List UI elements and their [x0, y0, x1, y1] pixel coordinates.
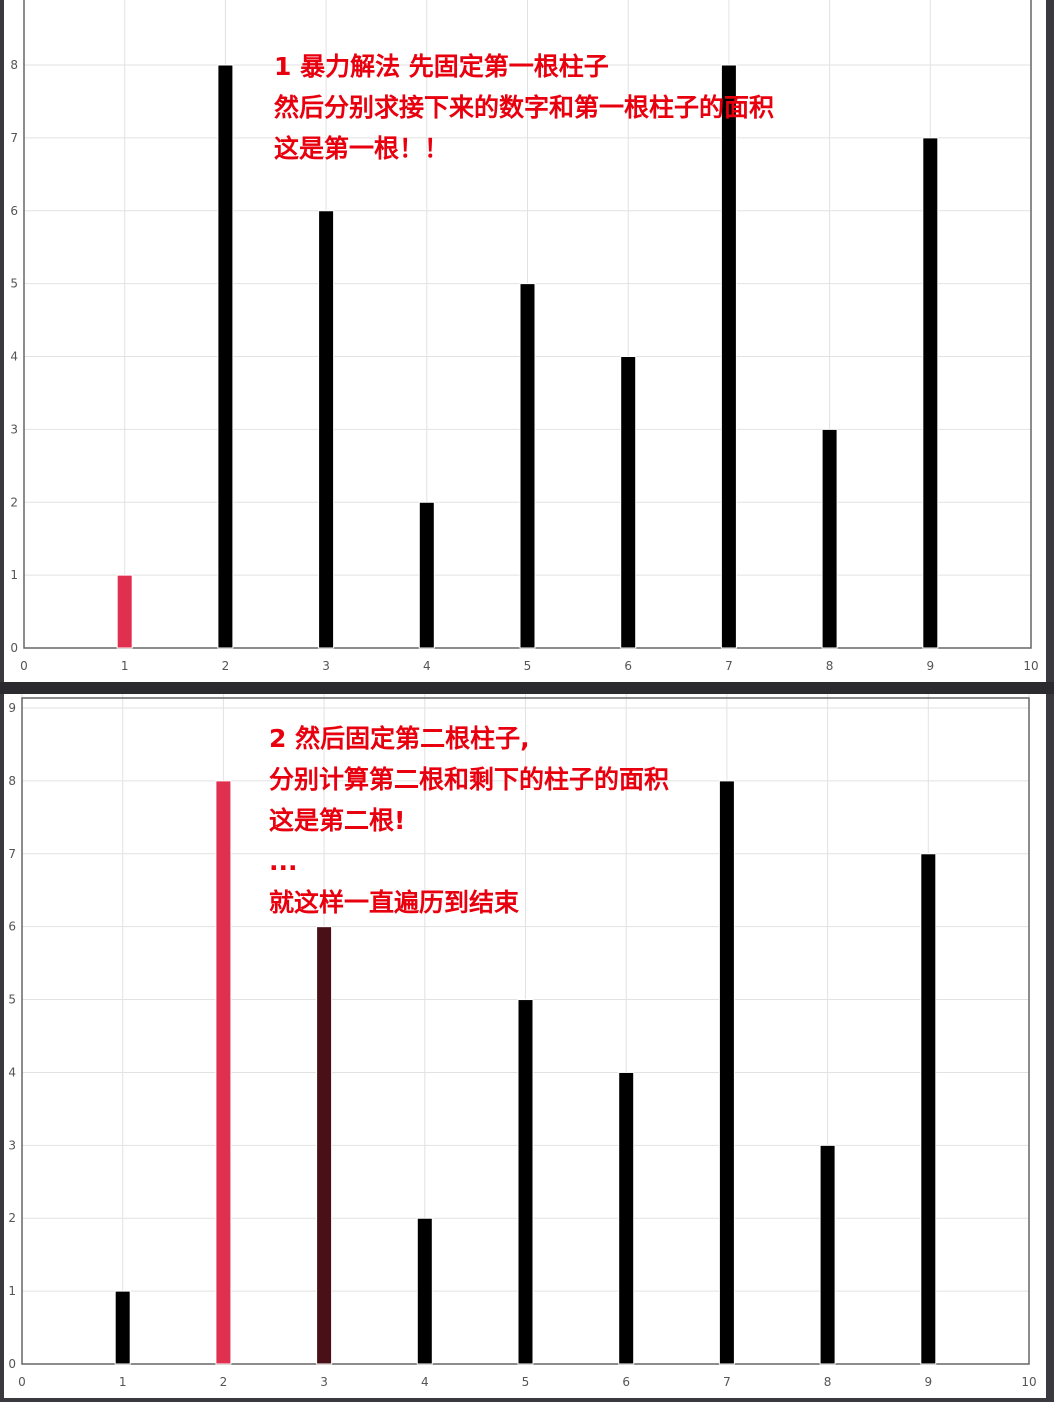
panel-divider [0, 682, 1054, 694]
bar [920, 853, 937, 1365]
x-tick-label: 9 [926, 659, 934, 673]
y-tick-label: 9 [8, 701, 16, 715]
bar [418, 501, 435, 649]
annotation-line: 分别计算第二根和剩下的柱子的面积 [269, 765, 670, 794]
bar [416, 1217, 433, 1365]
y-tick-label: 2 [10, 495, 18, 509]
x-tick-label: 0 [18, 1375, 26, 1389]
x-tick-label: 3 [320, 1375, 328, 1389]
x-tick-label: 8 [826, 659, 834, 673]
annotation-line: 然后分别求接下来的数字和第一根柱子的面积 [274, 93, 775, 122]
x-tick-label: 0 [20, 659, 28, 673]
x-tick-label: 7 [725, 659, 733, 673]
annotation-line: 1 暴力解法 先固定第一根柱子 [274, 52, 609, 81]
bar-chart-1: 0 1 2 3 4 5 6 7 8 9 10 0 1 2 3 4 5 6 7 8 [10, 0, 1039, 673]
chart-panel-2: 0 1 2 3 4 5 6 7 8 9 10 0 1 2 3 4 5 6 7 8 9 2 然后固定第二根柱子, 分别计算… [4, 694, 1046, 1398]
y-tick-label: 6 [8, 920, 16, 934]
bar [718, 780, 735, 1365]
x-tick-label: 4 [423, 659, 431, 673]
y-tick-label: 6 [10, 204, 18, 218]
bar [116, 574, 133, 649]
x-tick-label: 1 [121, 659, 129, 673]
x-tick-label: 10 [1023, 659, 1038, 673]
annotation-line: 就这样一直遍历到结束 [269, 888, 520, 917]
y-tick-label: 4 [10, 350, 18, 364]
bar [922, 137, 939, 649]
bar [821, 428, 838, 649]
x-tick-label: 10 [1021, 1375, 1036, 1389]
y-tick-label: 3 [8, 1138, 16, 1152]
x-tick-label: 2 [222, 659, 230, 673]
x-tick-label: 3 [322, 659, 330, 673]
annotation-line: 这是第二根! [269, 806, 406, 835]
x-tick-label: 1 [119, 1375, 127, 1389]
x-tick-label: 6 [624, 659, 632, 673]
bar [618, 1071, 635, 1365]
y-tick-label: 5 [10, 277, 18, 291]
y-tick-label: 0 [8, 1357, 16, 1371]
bar [318, 210, 335, 649]
y-tick-label: 4 [8, 1065, 16, 1079]
annotation-1: 1 暴力解法 先固定第一根柱子 然后分别求接下来的数字和第一根柱子的面积 这是第… [274, 46, 774, 169]
x-tick-label: 6 [622, 1375, 630, 1389]
y-tick-label: 5 [8, 993, 16, 1007]
bar [217, 64, 234, 649]
bar [819, 1144, 836, 1365]
y-tick-label: 3 [10, 422, 18, 436]
x-tick-label: 5 [522, 1375, 530, 1389]
bar [620, 356, 637, 649]
y-tick-label: 1 [8, 1284, 16, 1298]
y-tick-label: 7 [10, 131, 18, 145]
y-tick-label: 2 [8, 1211, 16, 1225]
chart-panel-1: 0 1 2 3 4 5 6 7 8 9 10 0 1 2 3 4 5 6 7 8 1 暴力解法 先固定第一根柱子 然后… [4, 0, 1046, 682]
annotation-line: ... [269, 847, 298, 876]
y-tick-label: 8 [8, 774, 16, 788]
x-tick-label: 7 [723, 1375, 731, 1389]
annotation-2: 2 然后固定第二根柱子, 分别计算第二根和剩下的柱子的面积 这是第二根! ...… [269, 718, 669, 923]
bar [517, 999, 534, 1365]
annotation-line: 2 然后固定第二根柱子, [269, 724, 530, 753]
x-tick-label: 4 [421, 1375, 429, 1389]
bar [519, 283, 536, 649]
x-tick-label: 9 [924, 1375, 932, 1389]
bar [215, 780, 232, 1365]
annotation-line: 这是第一根！！ [274, 134, 450, 163]
y-tick-label: 8 [10, 58, 18, 72]
y-tick-label: 7 [8, 847, 16, 861]
y-tick-label: 0 [10, 641, 18, 655]
y-tick-label: 1 [10, 568, 18, 582]
bar [114, 1290, 131, 1365]
x-tick-label: 2 [220, 1375, 228, 1389]
x-tick-label: 8 [824, 1375, 832, 1389]
bar-chart-2: 0 1 2 3 4 5 6 7 8 9 10 0 1 2 3 4 5 6 7 8 9 [8, 694, 1037, 1389]
bar [720, 64, 737, 649]
x-tick-label: 5 [524, 659, 532, 673]
bar [316, 926, 333, 1365]
